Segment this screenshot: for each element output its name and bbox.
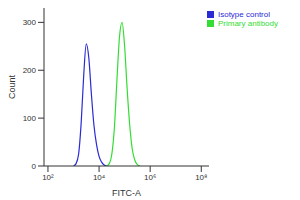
svg-text:200: 200 [23, 66, 37, 75]
svg-text:10⁸: 10⁸ [195, 173, 207, 182]
svg-text:FITC-A: FITC-A [112, 188, 141, 198]
html-text:Primary antibody: Primary antibody [218, 19, 278, 28]
svg-text:Count: Count [8, 75, 17, 100]
svg-text:10⁶: 10⁶ [144, 173, 156, 182]
html-text:Isotype control: Isotype control [218, 10, 270, 19]
svg-text:10⁴: 10⁴ [93, 173, 106, 182]
svg-text:100: 100 [23, 114, 37, 123]
svg-text:300: 300 [23, 18, 37, 27]
svg-text:10²: 10² [42, 173, 54, 182]
svg-text:0: 0 [32, 162, 37, 171]
